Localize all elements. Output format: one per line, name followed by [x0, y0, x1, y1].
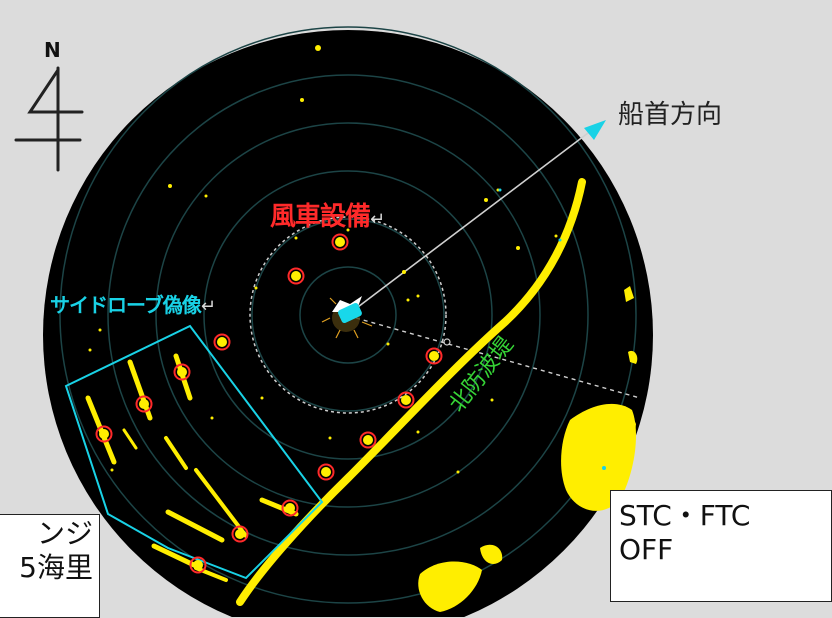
land-echoes — [418, 286, 638, 612]
heading-label: 船首方向 — [618, 100, 723, 130]
range-line-1: ンジ — [36, 517, 93, 550]
range-info-box: ンジ 5海里 — [0, 514, 100, 618]
wind-farm-label: 風車設備↵ — [270, 196, 385, 233]
bearing-line — [355, 317, 641, 399]
clutter-echoes-cyan — [498, 188, 606, 470]
stc-ftc-status-box: STC・FTC OFF — [610, 490, 832, 602]
side-lobe-label: サイドローブ偽像↵ — [50, 289, 216, 318]
own-ship — [321, 296, 373, 339]
bearing-line-node — [443, 338, 451, 346]
return-symbol-icon: ↵ — [200, 296, 216, 317]
side-lobe-label-text: サイドローブ偽像 — [50, 293, 202, 317]
stc-line-2: OFF — [619, 533, 674, 566]
range-marker-ring — [249, 216, 447, 414]
range-line-2: 5海里 — [19, 551, 93, 584]
wind-farm-label-text: 風車設備 — [270, 202, 371, 232]
heading-line — [349, 129, 593, 314]
north-label: N — [44, 38, 61, 62]
side-lobe-echoes — [85, 353, 299, 582]
return-symbol-icon: ↵ — [370, 209, 385, 230]
stc-line-1: STC・FTC — [619, 499, 751, 532]
side-lobe-area-box — [64, 324, 324, 580]
heading-arrow-icon — [584, 120, 606, 140]
range-rings — [59, 26, 637, 604]
clutter-echoes — [88, 45, 558, 474]
north-arrow-icon — [14, 66, 84, 172]
breakwater-echo — [236, 178, 586, 606]
wind-turbine-targets — [95, 233, 443, 574]
